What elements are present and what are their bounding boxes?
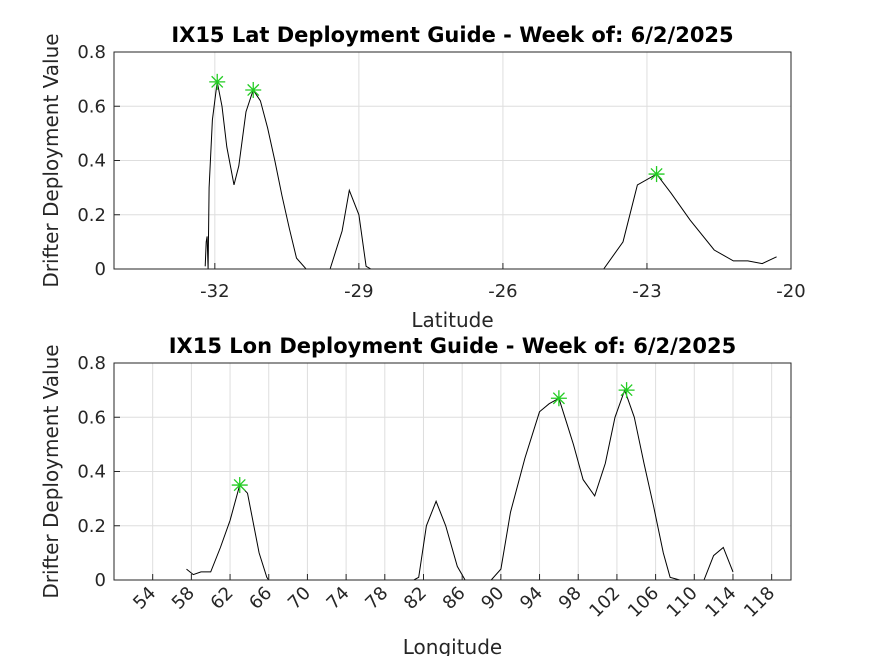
lon-x-tick-label: 90 (477, 583, 508, 614)
lat-x-tick-label: -29 (344, 281, 373, 302)
lat-peak-marker (648, 166, 665, 183)
lon-x-tick-label: 66 (245, 583, 276, 614)
lon-x-tick-label: 62 (207, 583, 238, 614)
lon-peak-marker (550, 390, 567, 407)
lat-x-tick-label: -23 (632, 281, 661, 302)
lon-peak-marker (618, 382, 635, 399)
lon-chart-title: IX15 Lon Deployment Guide - Week of: 6/2… (169, 334, 737, 358)
lat-x-tick-label: -32 (200, 281, 229, 302)
lat-y-tick-label: 0.4 (77, 151, 106, 172)
lat-y-axis-label: Drifter Deployment Value (39, 33, 63, 287)
lon-x-tick-label: 78 (361, 583, 392, 614)
lon-x-tick-label: 74 (323, 583, 354, 614)
lon-series-line (186, 388, 734, 581)
lon-y-tick-label: 0.4 (77, 462, 106, 483)
lon-y-tick-label: 0.8 (77, 353, 106, 374)
lon-y-axis-label: Drifter Deployment Value (39, 344, 63, 598)
lon-x-tick-label: 86 (439, 583, 470, 614)
lon-x-tick-label: 106 (624, 583, 663, 622)
lon-y-tick-label: 0 (95, 570, 106, 591)
lat-y-tick-label: 0.8 (77, 42, 106, 63)
lon-x-tick-label: 58 (168, 583, 199, 614)
lon-y-tick-label: 0.6 (77, 407, 106, 428)
lon-x-tick-label: 110 (663, 583, 702, 622)
lat-peak-marker (245, 81, 262, 98)
lon-x-tick-label: 70 (284, 583, 315, 614)
lon-x-tick-label: 82 (400, 583, 431, 614)
lon-chart: 54 58 62 66 70 74 78 82 86 90 94 98 102 106 110 114 118 0… (39, 334, 792, 659)
lon-x-tick-label: 118 (740, 583, 779, 622)
lat-chart-title: IX15 Lat Deployment Guide - Week of: 6/2… (171, 23, 733, 47)
lat-y-tick-label: 0.2 (77, 205, 106, 226)
lat-x-axis-label: Latitude (411, 308, 493, 332)
lon-x-tick-label: 54 (129, 583, 160, 614)
lat-chart: -32 -29 -26 -23 -20 0 0.2 0.4 0.6 0.8 IX15 Lat Dep… (39, 23, 806, 332)
lon-peak-marker (231, 477, 248, 494)
lat-y-tick-label: 0 (95, 259, 106, 280)
lon-y-tick-label: 0.2 (77, 516, 106, 537)
lat-x-tick-label: -20 (776, 281, 805, 302)
lon-x-tick-label: 98 (555, 583, 586, 614)
lon-x-axis-label: Longitude (403, 635, 502, 656)
lat-y-tick-label: 0.6 (77, 96, 106, 117)
lon-x-tick-label: 102 (585, 583, 624, 622)
lon-x-tick-label: 94 (516, 583, 547, 614)
lon-x-tick-label: 114 (701, 583, 740, 622)
lat-x-tick-label: -26 (488, 281, 517, 302)
lat-peak-marker (209, 73, 226, 90)
